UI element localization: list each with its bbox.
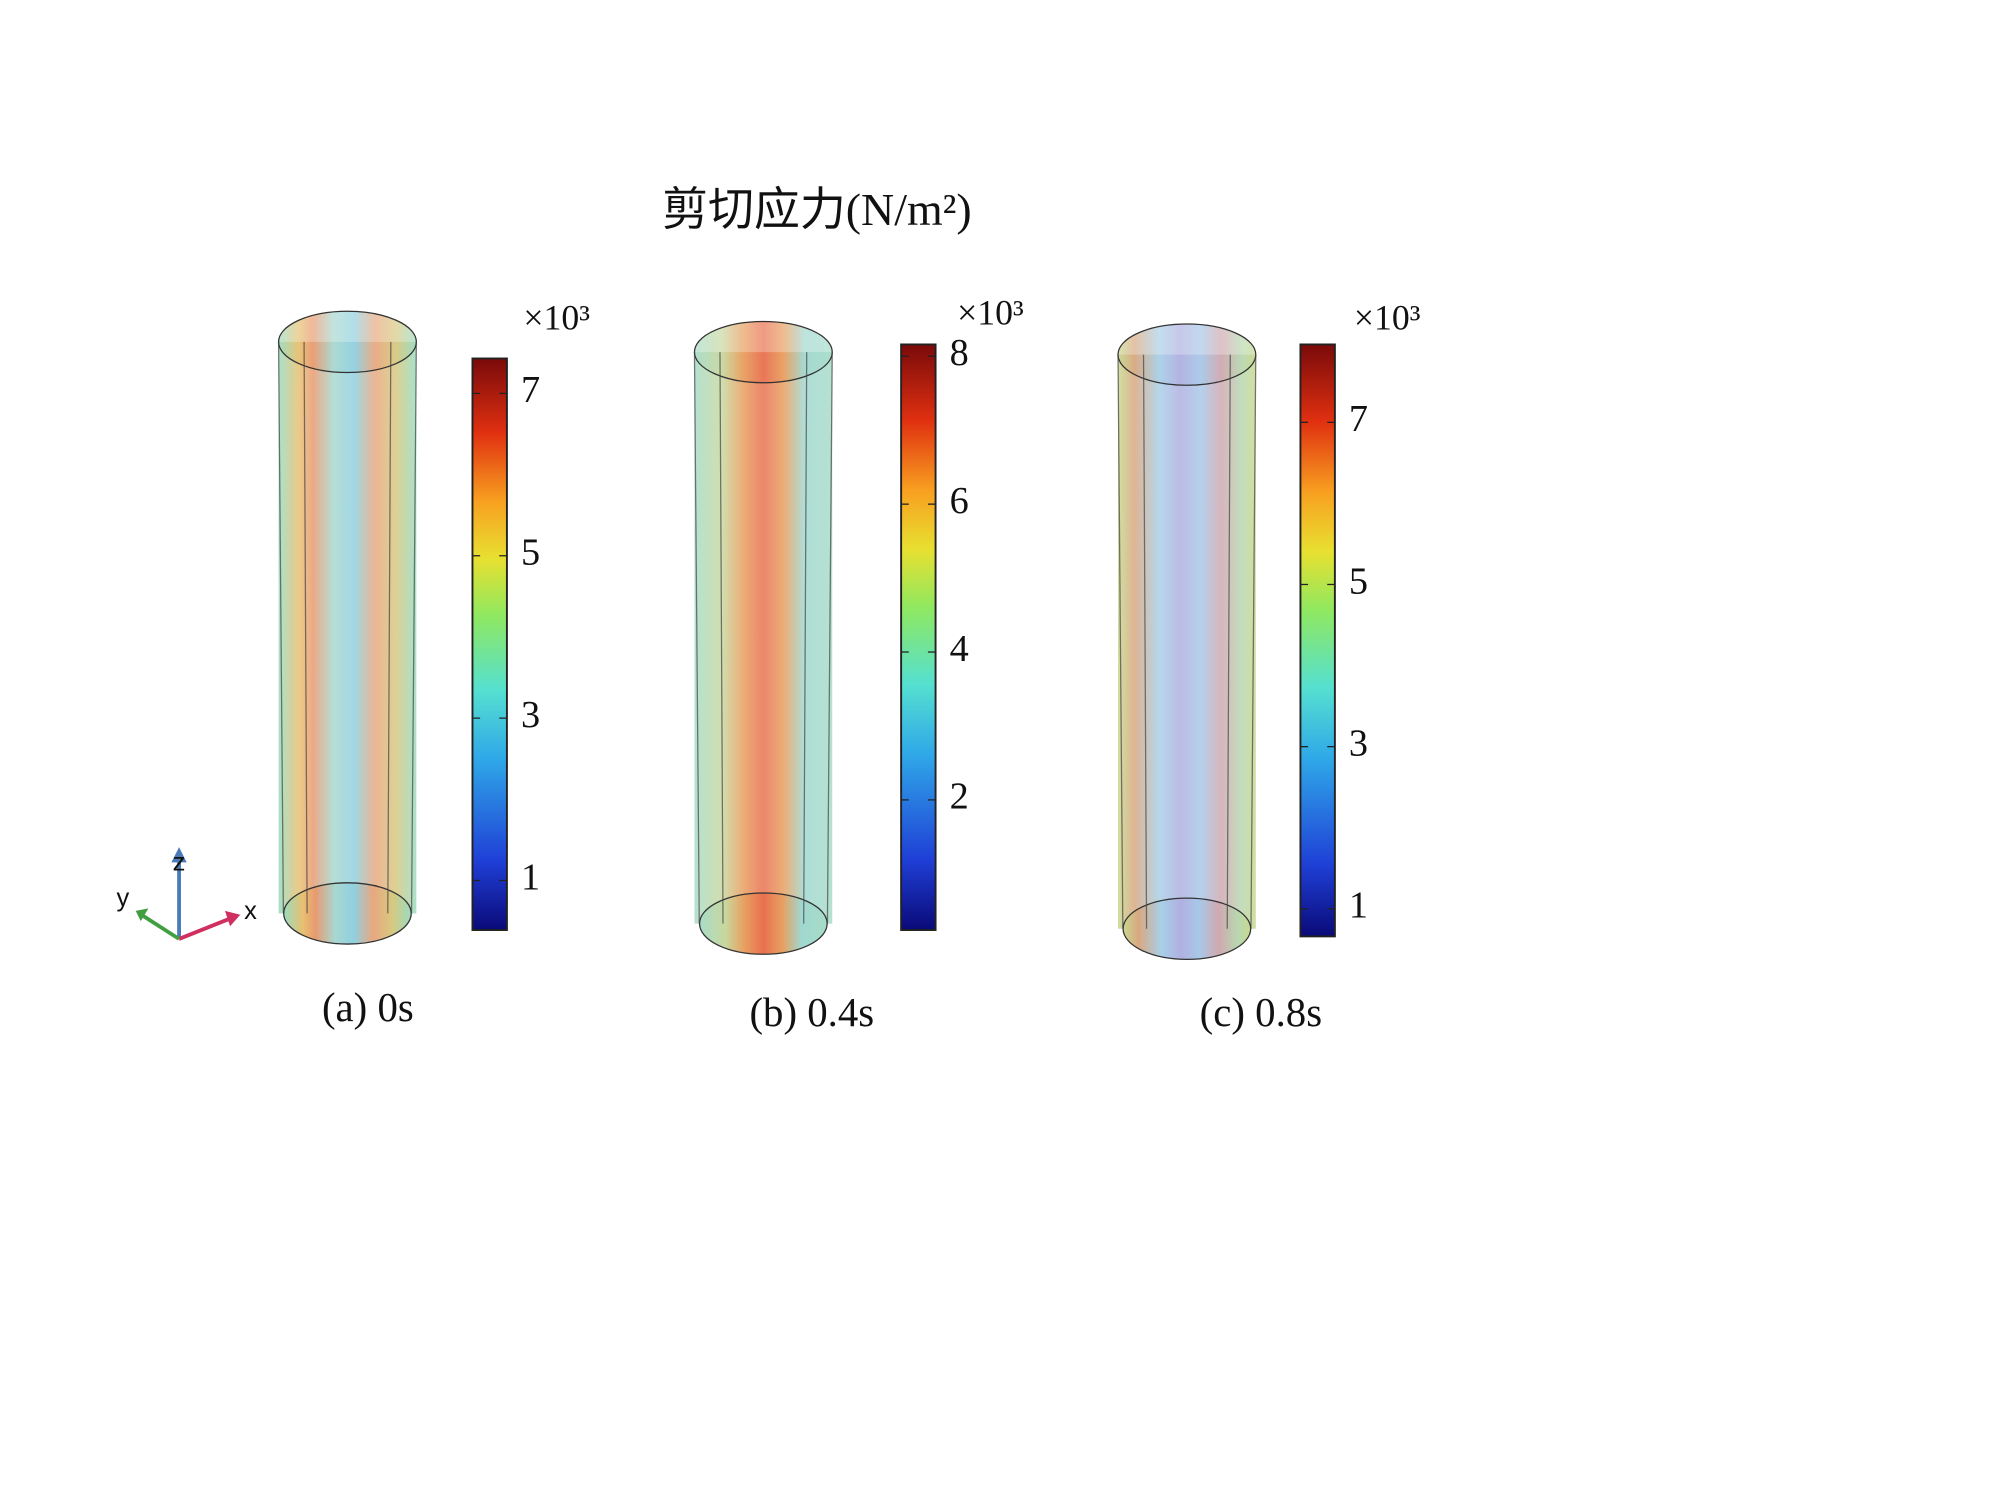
panel: 1 3 5 7 ×10³ (c) 0.8s <box>1117 298 1421 1035</box>
colorbar-tick-label: 3 <box>521 694 540 736</box>
x-label: x <box>244 897 257 925</box>
colorbar-tick-label: 7 <box>1349 398 1368 440</box>
cylinder-edge <box>803 352 808 924</box>
y-axis-arrow <box>142 914 181 941</box>
z-arrow-head <box>171 847 187 863</box>
cylinder-edge <box>303 341 308 914</box>
panel: 2 4 6 8×10³ (b) 0.4s <box>693 293 1024 1035</box>
colorbar-tick-label: 2 <box>950 776 969 818</box>
y-label: y <box>117 884 130 912</box>
cylinder-edge <box>387 341 392 914</box>
colorbar-tick-label: 4 <box>950 628 969 670</box>
cylinder-edge <box>826 352 833 924</box>
colorbar-tick-label: 1 <box>1349 885 1368 927</box>
colorbar-tick-label: 8 <box>950 332 969 374</box>
cylinder-edge <box>719 352 724 924</box>
x-axis-arrow <box>178 916 231 941</box>
cylinder-edge <box>1226 354 1231 929</box>
cylinder-edge <box>1250 354 1257 929</box>
colorbar <box>900 343 937 931</box>
cylinder-top <box>277 310 417 374</box>
colorbar-tick-label: 5 <box>521 532 540 574</box>
cylinder-edge <box>1142 354 1148 929</box>
y-arrow-head <box>135 908 149 922</box>
panel-caption: (b) 0.4s <box>749 990 874 1035</box>
colorbar-multiplier: ×10³ <box>1354 298 1421 338</box>
cylinder-edge <box>410 341 417 914</box>
cylinder-bottom <box>283 882 412 945</box>
colorbar-multiplier: ×10³ <box>523 298 590 338</box>
panel-caption: (a) 0s <box>322 985 414 1030</box>
panel: 1 3 5 7 ×10³ (a) 0s <box>277 298 590 1030</box>
cylinder-bottom <box>1122 897 1252 960</box>
panel-caption: (c) 0.8s <box>1200 990 1322 1035</box>
colorbar <box>471 357 508 931</box>
cylinder-edge <box>1117 354 1124 929</box>
colorbar-tick-label: 6 <box>950 480 969 522</box>
cylinder-body <box>278 341 417 914</box>
figure-title: 剪切应力(N/m²) <box>662 184 972 235</box>
colorbar-tick-label: 1 <box>521 856 540 898</box>
axis-triad: z x y <box>117 847 257 941</box>
colorbar-tick-label: 5 <box>1349 560 1368 602</box>
cylinder-body <box>1118 354 1256 929</box>
colorbar <box>1299 343 1336 938</box>
colorbar-multiplier: ×10³ <box>957 293 1024 333</box>
cylinder-body <box>694 352 833 924</box>
colorbar-tick-label: 7 <box>521 369 540 411</box>
cylinder-top <box>1117 323 1257 386</box>
cylinder-edge <box>693 352 700 924</box>
x-arrow-head <box>224 910 241 927</box>
colorbar-tick-label: 3 <box>1349 722 1368 764</box>
cylinder-edge <box>277 341 285 914</box>
cylinder-top <box>693 320 833 384</box>
cylinder-bottom <box>698 892 828 955</box>
z-label: z <box>173 848 186 876</box>
